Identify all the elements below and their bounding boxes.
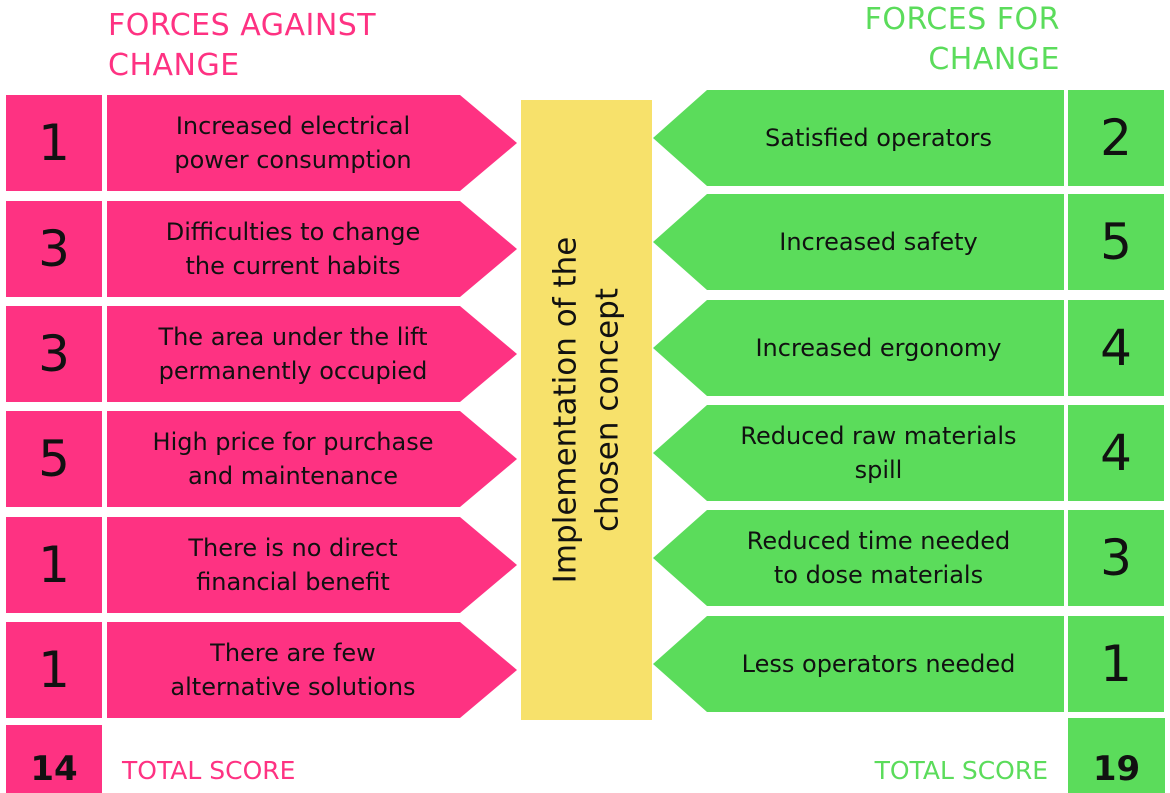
force-arrow: Reduced time needed to dose materials: [653, 510, 1064, 606]
force-text: the current habits: [185, 252, 401, 280]
score-box: 3: [6, 201, 102, 297]
score-box: 2: [1068, 90, 1164, 186]
force-text: There are few: [210, 639, 376, 667]
forces-for-header: FORCES FOR CHANGE: [865, 0, 1060, 80]
total-for-score: 19: [1068, 718, 1165, 793]
force-text: spill: [854, 456, 903, 484]
score-box: 3: [6, 306, 102, 402]
total-against-label: TOTAL SCORE: [122, 756, 296, 785]
forces-against-header: FORCES AGAINST CHANGE: [108, 6, 376, 86]
score-box: 3: [1068, 510, 1164, 606]
central-concept-box: Implementation of the chosen concept: [521, 100, 652, 720]
force-text: Reduced time needed: [746, 527, 1011, 555]
total-against-score: 14: [6, 725, 102, 793]
force-arrow: Increased ergonomy: [653, 300, 1064, 396]
concept-line: chosen concept: [589, 288, 626, 532]
force-arrow: Difficulties to change the current habits: [107, 201, 517, 297]
force-arrow: There is no direct financial benefit: [107, 517, 517, 613]
force-text: Increased ergonomy: [755, 334, 1002, 362]
score-box: 1: [1068, 616, 1164, 712]
force-arrow: Satisfied operators: [653, 90, 1064, 186]
score-box: 5: [1068, 194, 1164, 290]
force-arrow: The area under the lift permanently occup…: [107, 306, 517, 402]
force-text: financial benefit: [196, 568, 390, 596]
score-box: 4: [1068, 300, 1164, 396]
header-line: CHANGE: [928, 42, 1060, 77]
force-arrow: Increased electrical power consumption: [107, 95, 517, 191]
force-arrow: There are few alternative solutions: [107, 622, 517, 718]
header-line: CHANGE: [108, 48, 240, 83]
force-arrow: Increased safety: [653, 194, 1064, 290]
concept-line: Implementation of the: [547, 236, 584, 584]
force-text: High price for purchase: [152, 428, 434, 456]
force-text: There is no direct: [188, 534, 398, 562]
central-concept-text: Implementation of the chosen concept: [545, 237, 629, 584]
force-text: Satisfied operators: [765, 124, 992, 152]
force-arrow: Reduced raw materials spill: [653, 405, 1064, 501]
force-text: Difficulties to change: [165, 218, 421, 246]
force-text: to dose materials: [773, 561, 984, 589]
force-text: Increased electrical: [175, 112, 411, 140]
force-text: Increased safety: [779, 228, 978, 256]
force-text: Less operators needed: [741, 650, 1016, 678]
force-text: power consumption: [174, 146, 412, 174]
header-line: FORCES FOR: [864, 2, 1060, 37]
force-arrow: High price for purchase and maintenance: [107, 411, 517, 507]
total-for-label: TOTAL SCORE: [874, 756, 1048, 785]
force-text: Reduced raw materials: [740, 422, 1017, 450]
force-arrow: Less operators needed: [653, 616, 1064, 712]
force-text: alternative solutions: [170, 673, 416, 701]
score-box: 1: [6, 517, 102, 613]
score-box: 4: [1068, 405, 1164, 501]
header-line: FORCES AGAINST: [108, 8, 377, 43]
score-box: 5: [6, 411, 102, 507]
force-text: The area under the lift: [158, 323, 428, 351]
score-box: 1: [6, 95, 102, 191]
force-text: permanently occupied: [158, 357, 428, 385]
score-box: 1: [6, 622, 102, 718]
force-text: and maintenance: [187, 462, 398, 490]
